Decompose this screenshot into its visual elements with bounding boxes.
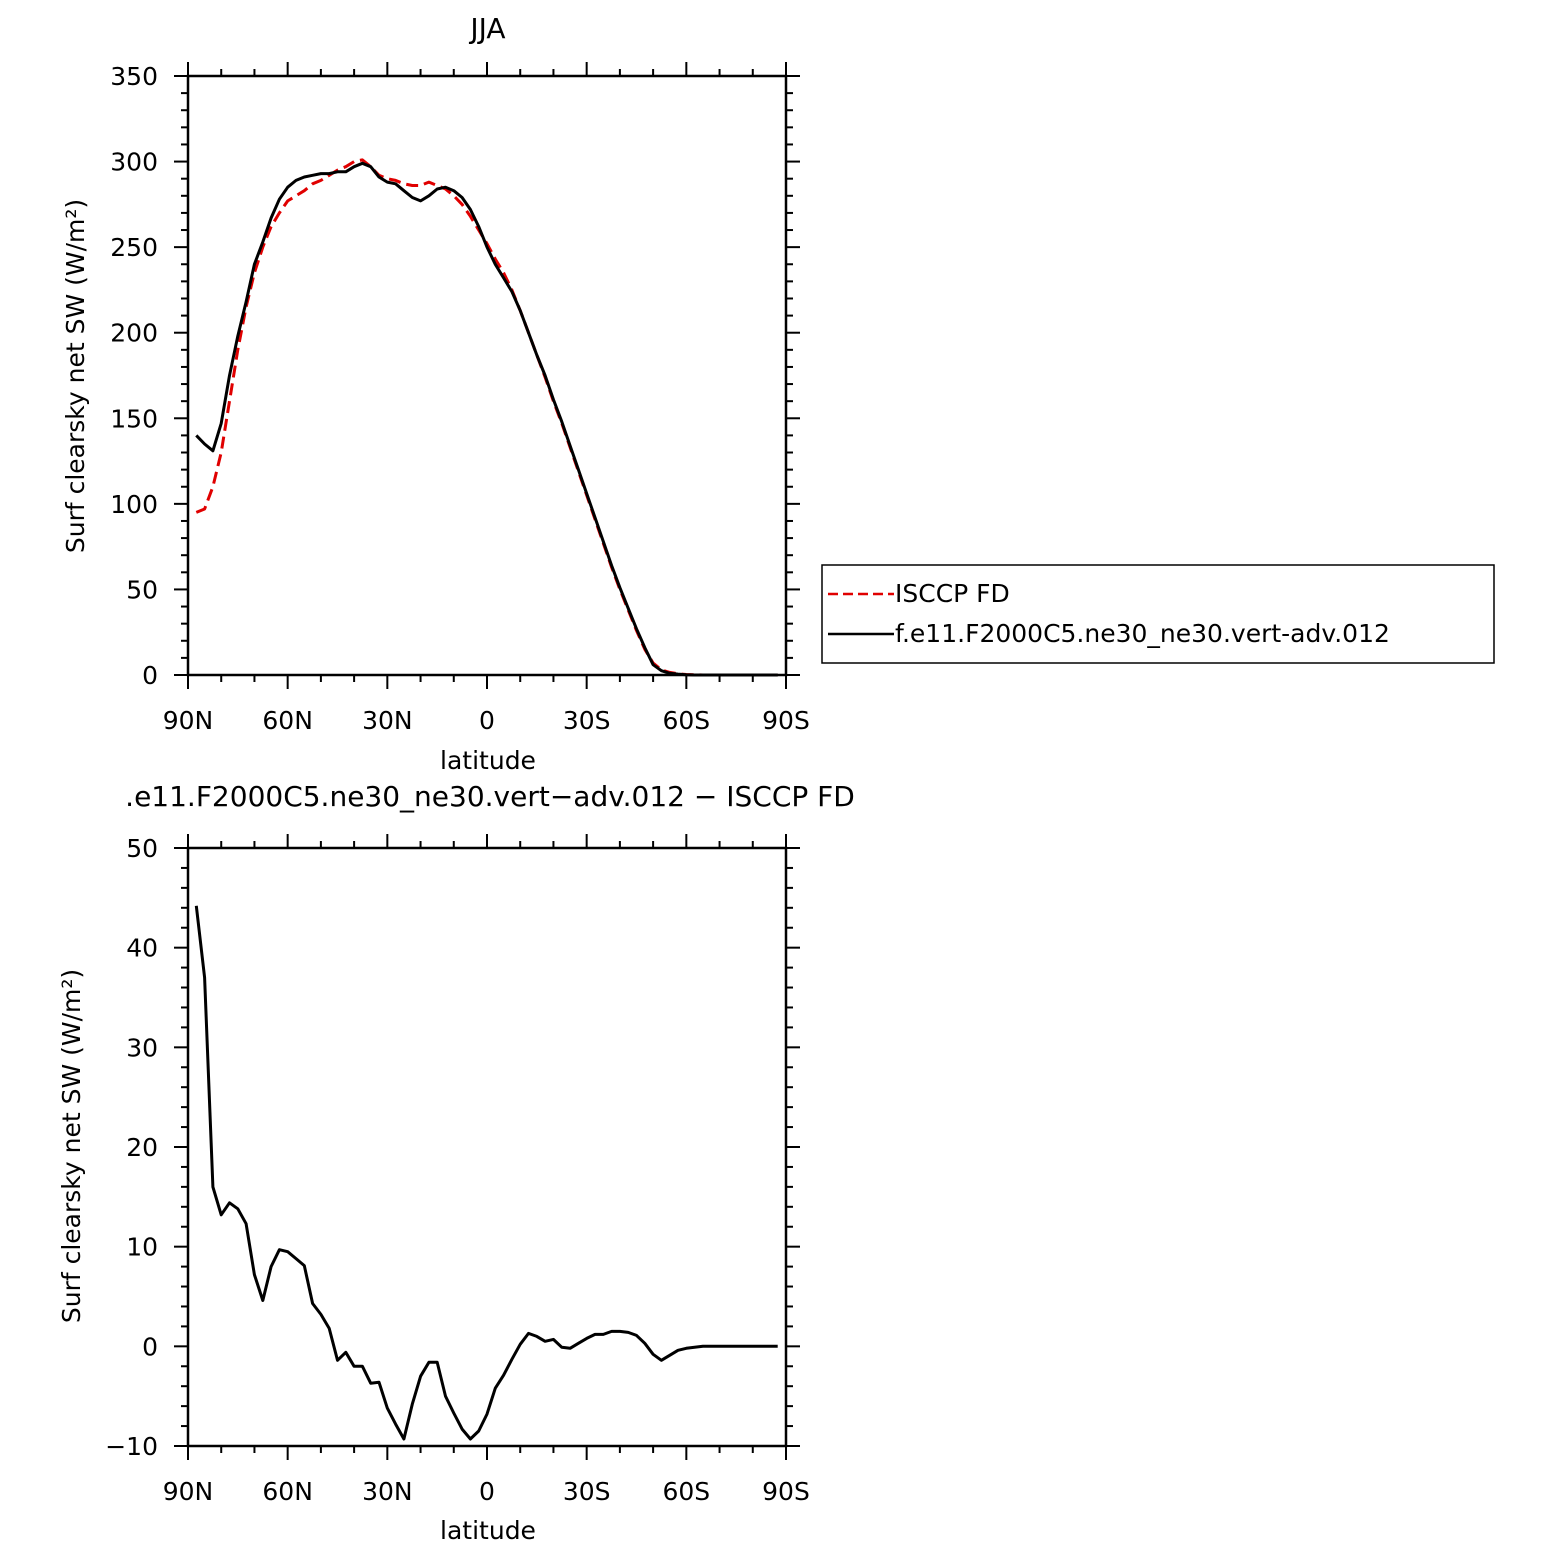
x-tick-label: 90N	[163, 1477, 214, 1506]
y-tick-label: 200	[110, 319, 158, 348]
y-tick-label: 250	[110, 233, 158, 262]
y-tick-label: 50	[126, 834, 158, 863]
bottom-chart-title: .e11.F2000C5.ne30_ne30.vert−adv.012 − IS…	[125, 780, 855, 813]
y-tick-label: 20	[126, 1133, 158, 1162]
top-chart-title: JJA	[468, 12, 505, 45]
y-tick-label: 300	[110, 148, 158, 177]
legend-box	[821, 564, 1495, 664]
bottom-axis-ticks: −10 0 10 20 30 40 50 90N 60N 30N 0 30S 60S 90S	[105, 834, 810, 1506]
top-series-lines	[195, 158, 778, 677]
y-tick-label: 50	[126, 575, 158, 604]
x-tick-label: 60S	[662, 1477, 710, 1506]
series-line-0-1	[195, 161, 778, 677]
bottom-plot-frame	[186, 846, 788, 1448]
top-axis-ticks: 0 50 100 150 200 250 300 350 90N 60N 30N 0 30S 60S 90S	[110, 62, 810, 735]
legend: ISCCP FD f.e11.F2000C5.ne30_ne30.vert-ad…	[821, 564, 1495, 664]
top-y-axis-label: Surf clearsky net SW (W/m²)	[61, 199, 90, 553]
y-tick-label: 40	[126, 934, 158, 963]
y-tick-label: 10	[126, 1233, 158, 1262]
y-tick-label: 0	[142, 1332, 158, 1361]
x-tick-label: 90S	[762, 1477, 810, 1506]
x-tick-label: 60S	[662, 706, 710, 735]
x-tick-label: 30N	[362, 1477, 413, 1506]
x-tick-label: 90S	[762, 706, 810, 735]
x-tick-label: 30S	[563, 1477, 611, 1506]
x-tick-label: 30N	[362, 706, 413, 735]
series-line-1-0	[194, 905, 778, 1441]
y-tick-label: 30	[126, 1033, 158, 1062]
x-tick-label: 90N	[163, 706, 214, 735]
top-x-axis-label: latitude	[440, 746, 536, 775]
x-tick-label: 60N	[262, 1477, 313, 1506]
y-tick-label: 0	[142, 661, 158, 690]
bottom-panel: .e11.F2000C5.ne30_ne30.vert−adv.012 − IS…	[57, 780, 855, 1545]
x-tick-label: 0	[479, 1477, 495, 1506]
top-panel: JJA latitude Surf clearsky net SW (W/m²)…	[61, 12, 810, 775]
top-plot-frame	[186, 74, 788, 677]
x-tick-label: 60N	[262, 706, 313, 735]
y-tick-label: 150	[110, 404, 158, 433]
x-tick-label: 30S	[563, 706, 611, 735]
y-tick-label: −10	[105, 1432, 158, 1461]
y-tick-label: 100	[110, 490, 158, 519]
legend-label-model: f.e11.F2000C5.ne30_ne30.vert-adv.012	[895, 619, 1390, 648]
bottom-series-lines	[194, 905, 778, 1441]
bottom-y-axis-label: Surf clearsky net SW (W/m²)	[57, 969, 86, 1323]
bottom-x-axis-label: latitude	[440, 1516, 536, 1545]
series-line-0-0	[195, 158, 778, 677]
legend-label-isccp: ISCCP FD	[895, 579, 1010, 608]
x-tick-label: 0	[479, 706, 495, 735]
y-tick-label: 350	[110, 62, 158, 91]
